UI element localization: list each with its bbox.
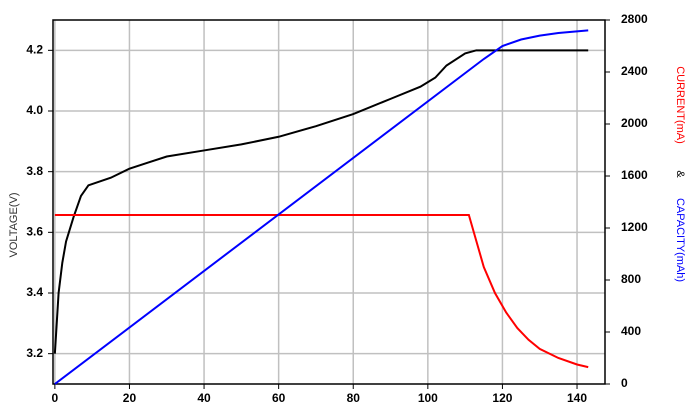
x-tick-label: 140 xyxy=(567,391,587,405)
y-tick-label: 3.4 xyxy=(26,285,43,299)
x-tick-label: 0 xyxy=(52,391,59,405)
line-series xyxy=(53,49,589,354)
x-tick-label: 40 xyxy=(197,391,211,405)
x-tick-label: 20 xyxy=(123,391,137,405)
y2-tick-label: 2800 xyxy=(621,12,648,26)
y-tick-label: 4.0 xyxy=(26,103,43,117)
y2-label-part: CAPACITY(mAh) xyxy=(674,198,686,282)
y-tick-label: 4.2 xyxy=(26,43,43,57)
line-series xyxy=(54,214,589,369)
y2-label-part: & xyxy=(674,170,686,178)
y-tick-label: 3.6 xyxy=(26,225,43,239)
x-tick-label: 120 xyxy=(492,391,512,405)
y-axis-label: VOLTAGE(V) xyxy=(8,193,20,258)
y2-label-part: CURRENT(mA) xyxy=(674,66,686,144)
y2-axis-label: CURRENT(mA) & CAPACITY(mAh) xyxy=(674,66,686,282)
y2-tick-label: 400 xyxy=(621,324,641,338)
plot-frame xyxy=(52,19,606,385)
y2-tick-label: 2000 xyxy=(621,116,648,130)
y-tick-label: 3.2 xyxy=(26,346,43,360)
y2-tick-label: 0 xyxy=(621,376,628,390)
y-tick-label: 3.8 xyxy=(26,164,43,178)
y2-tick-label: 800 xyxy=(621,272,641,286)
x-tick-label: 60 xyxy=(272,391,286,405)
x-tick-label: 80 xyxy=(347,391,361,405)
y2-tick-label: 1600 xyxy=(621,168,648,182)
x-tick-label: 100 xyxy=(418,391,438,405)
y2-tick-label: 1200 xyxy=(621,220,648,234)
y2-tick-label: 2400 xyxy=(621,64,648,78)
line-series xyxy=(54,29,589,385)
